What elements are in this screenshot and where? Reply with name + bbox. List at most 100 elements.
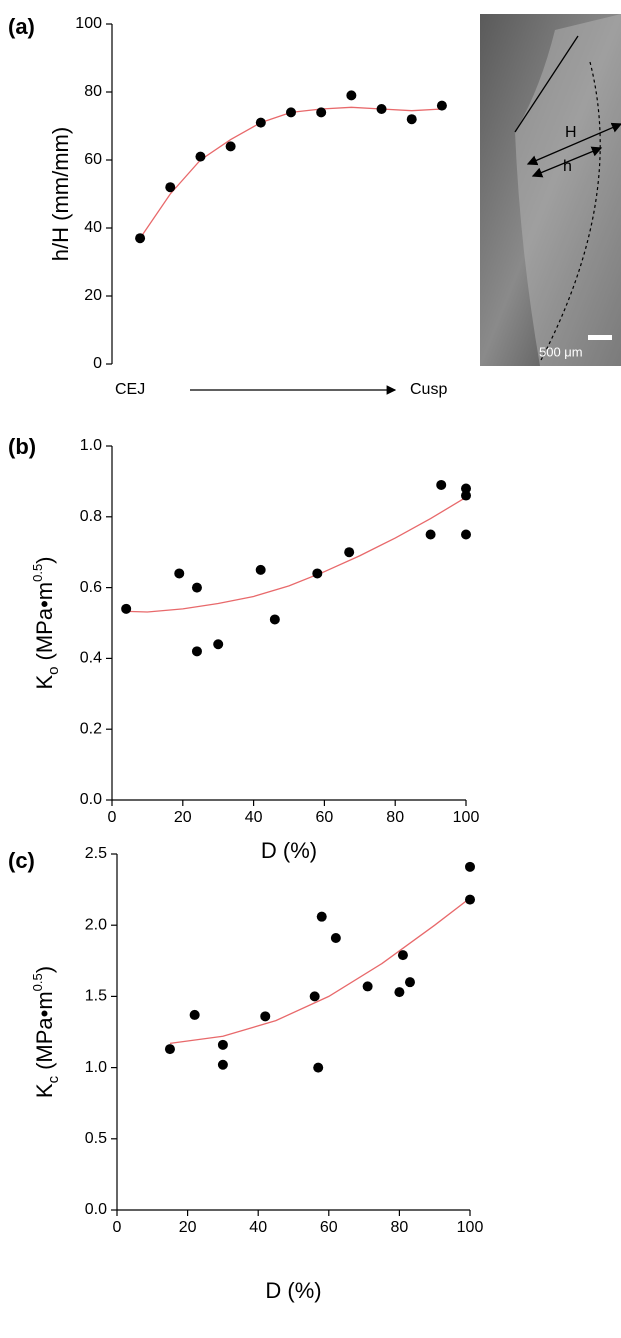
x-tick-label: 40 (249, 1219, 267, 1236)
data-point (461, 529, 471, 540)
data-point (165, 182, 176, 193)
y-tick-label: 80 (84, 83, 102, 100)
y-tick-label: 2.5 (85, 845, 107, 862)
data-point (309, 991, 320, 1002)
fit-curve (126, 496, 467, 613)
y-tick-label: 40 (84, 219, 102, 236)
y-tick-label: 0.0 (80, 791, 102, 808)
y-tick-label: 0.0 (85, 1201, 107, 1218)
x-tick-label: 20 (174, 809, 192, 826)
label-h: h (563, 158, 572, 175)
ylabel-sub: o (45, 666, 62, 674)
y-axis-label: h/H (mm/mm) (48, 127, 73, 261)
y-tick-label: 20 (84, 287, 102, 304)
data-point (260, 1011, 271, 1022)
data-point (217, 1059, 228, 1070)
y-tick-label: 1.0 (85, 1059, 107, 1076)
data-point (255, 564, 266, 575)
enamel (515, 14, 621, 366)
data-point (255, 117, 266, 128)
data-point (394, 987, 405, 998)
x-tick-label: 40 (245, 809, 263, 826)
y-tick-label: 1.0 (80, 437, 102, 454)
x-tick-label: 100 (453, 809, 480, 826)
data-point (425, 529, 436, 540)
data-point (461, 483, 471, 494)
data-point (213, 639, 224, 650)
panel-label: (c) (8, 848, 35, 873)
scale-bar (588, 335, 612, 340)
data-point (404, 977, 415, 988)
x-axis-label: D (%) (265, 1278, 321, 1303)
data-point (189, 1009, 200, 1020)
panel-label: (a) (8, 14, 35, 39)
y-tick-label: 100 (75, 15, 102, 32)
x-tick-label: 0 (108, 809, 117, 826)
dej-line (539, 61, 601, 363)
h-arrow-small (531, 146, 603, 178)
data-point (362, 981, 373, 992)
x-end-label: Cusp (410, 381, 447, 398)
data-point (376, 104, 387, 114)
data-point (436, 479, 447, 490)
y-tick-label: 1.5 (85, 988, 107, 1005)
ylabel-close: ) (32, 966, 57, 973)
y-axis-label: Kc (MPa•m0.5) (30, 966, 63, 1098)
ylabel-main: K (32, 1083, 57, 1098)
x-tick-label: 0 (113, 1219, 122, 1236)
data-point (397, 950, 408, 961)
guide-line (514, 35, 579, 133)
micrograph: H h 500 μm (480, 14, 621, 366)
x-tick-label: 80 (386, 809, 404, 826)
data-point (465, 861, 475, 872)
data-point (191, 582, 202, 593)
data-point (436, 100, 447, 111)
x-start-label: CEJ (115, 381, 145, 398)
data-point (461, 490, 471, 501)
ylabel-close: ) (32, 556, 57, 563)
data-point (346, 90, 357, 101)
scale-label: 500 μm (539, 344, 583, 359)
fit-curve (139, 106, 442, 239)
data-point (316, 107, 327, 118)
y-tick-label: 0.2 (80, 720, 102, 737)
data-point (465, 894, 475, 905)
ylabel-main: K (32, 675, 57, 690)
ylabel-unit: (MPa•m (32, 582, 57, 661)
ylabel-sup: 0.5 (30, 973, 45, 991)
data-point (225, 141, 236, 152)
x-axis-label: D (%) (261, 838, 317, 863)
data-point (406, 114, 417, 125)
x-tick-label: 60 (316, 809, 334, 826)
data-point (313, 1062, 324, 1073)
data-point (195, 151, 206, 162)
y-tick-label: 0.6 (80, 579, 102, 596)
data-point (286, 107, 296, 118)
data-point (121, 603, 132, 614)
data-point (316, 911, 327, 922)
y-tick-label: 0.8 (80, 508, 102, 525)
y-tick-label: 2.0 (85, 916, 107, 933)
data-point (269, 614, 280, 625)
y-tick-label: 60 (84, 151, 102, 168)
x-tick-label: 20 (179, 1219, 197, 1236)
y-tick-label: 0.4 (80, 650, 102, 667)
ylabel-sub: c (45, 1075, 62, 1083)
data-point (312, 568, 323, 579)
ylabel-sup: 0.5 (30, 564, 45, 582)
y-axis-label: Ko (MPa•m0.5) (30, 556, 63, 689)
data-point (344, 547, 355, 558)
x-tick-label: 80 (391, 1219, 409, 1236)
ylabel-unit: (MPa•m (32, 991, 57, 1070)
x-tick-label: 100 (457, 1219, 484, 1236)
y-tick-label: 0.5 (85, 1130, 107, 1147)
data-point (164, 1044, 175, 1055)
x-tick-label: 60 (320, 1219, 338, 1236)
panel-label: (b) (8, 434, 36, 459)
data-point (174, 568, 185, 579)
data-point (135, 233, 146, 244)
y-tick-label: 0 (93, 355, 102, 372)
data-point (191, 646, 202, 657)
